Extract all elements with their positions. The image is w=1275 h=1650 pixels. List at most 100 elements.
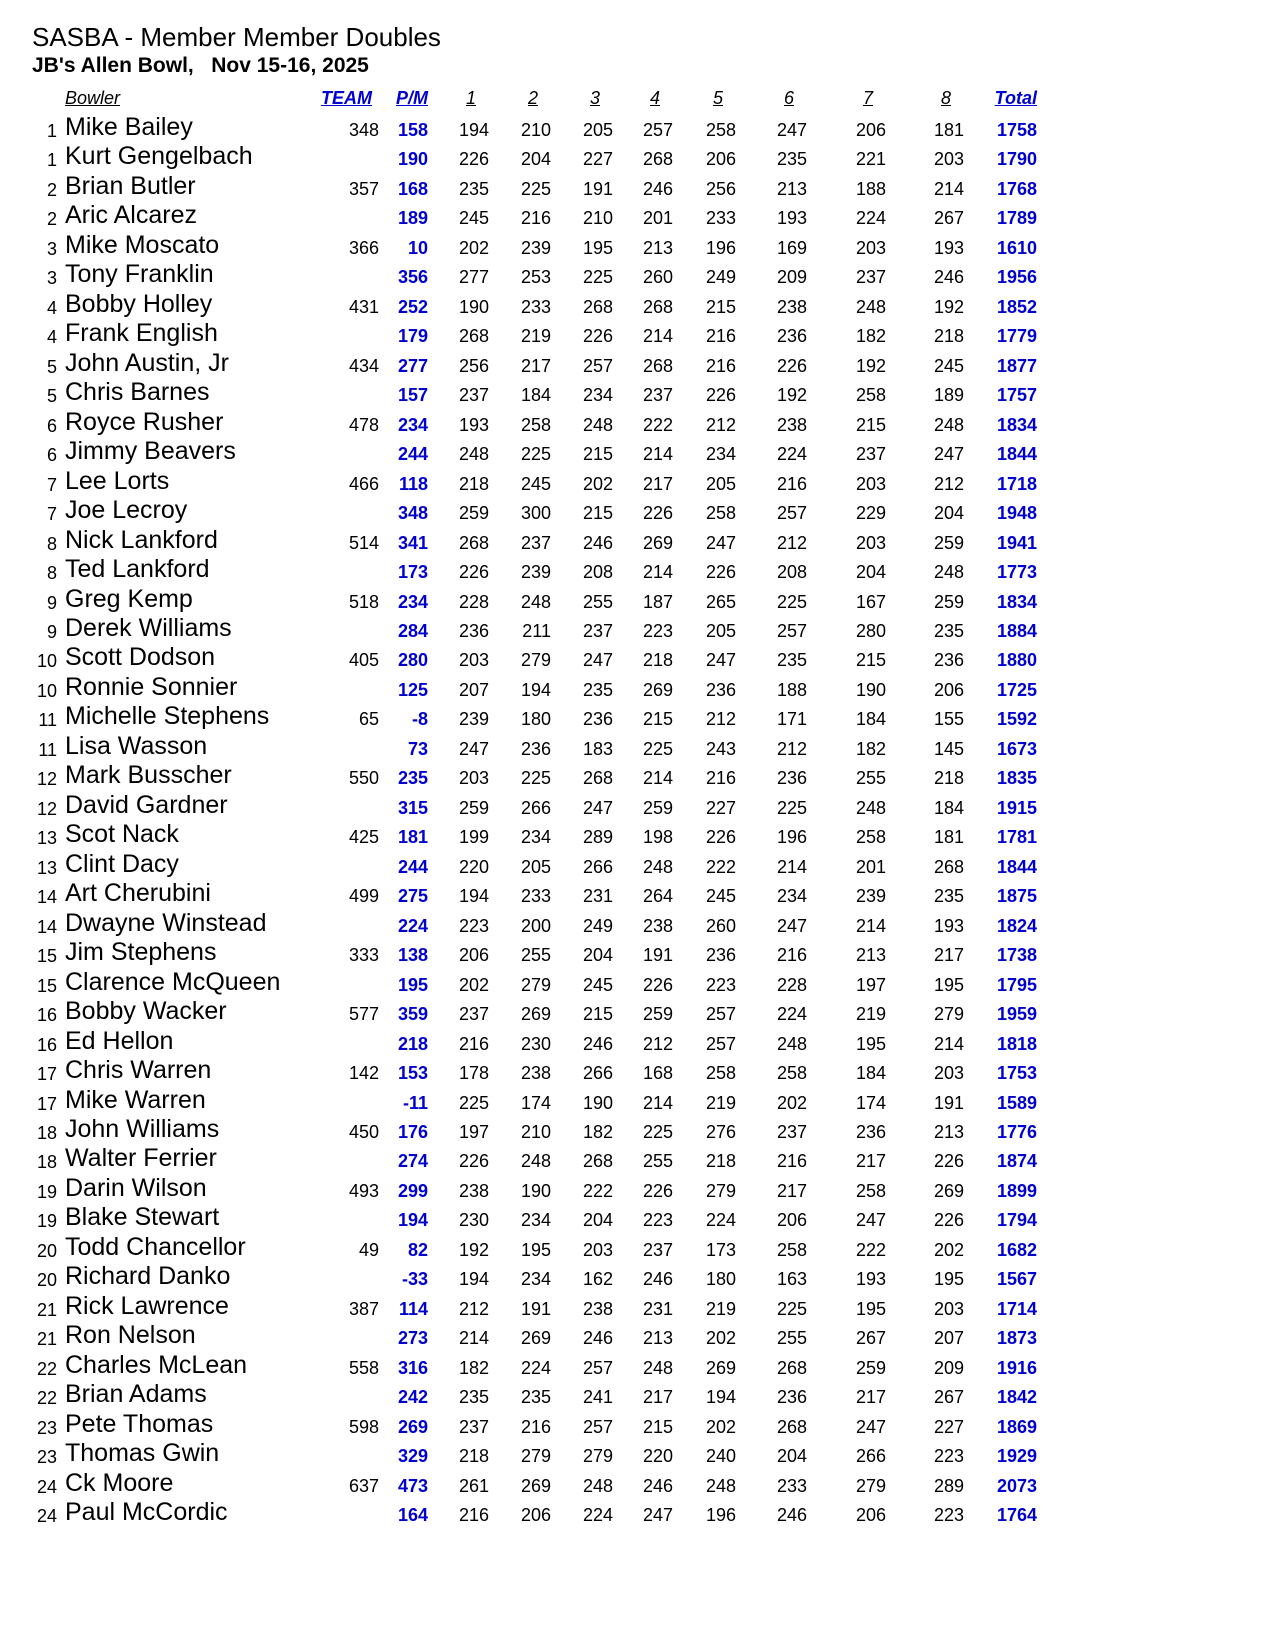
game-5-cell: 202 bbox=[705, 1328, 736, 1349]
total-cell: 1714 bbox=[996, 1298, 1037, 1319]
table-row: 17 Chris Warren 142 153 178 238 266 168 258 258 18… bbox=[0, 1056, 1100, 1085]
game-7-cell: 217 bbox=[855, 1387, 886, 1408]
bowler-name: Kurt Gengelbach bbox=[65, 142, 253, 171]
game-8-cell: 227 bbox=[933, 1416, 964, 1437]
table-row: 22 Brian Adams 242 235 235 241 217 194 236 217 267… bbox=[0, 1380, 1100, 1409]
game-4-cell: 218 bbox=[642, 650, 673, 671]
table-row: 10 Ronnie Sonnier 125 207 194 235 269 236 188 190… bbox=[0, 673, 1100, 702]
pm-cell: 73 bbox=[407, 738, 428, 759]
total-cell: 1673 bbox=[996, 738, 1037, 759]
team-cell: 434 bbox=[348, 355, 379, 376]
pm-cell: 274 bbox=[397, 1151, 428, 1172]
game-5-cell: 269 bbox=[705, 1357, 736, 1378]
table-row: 16 Bobby Wacker 577 359 237 269 215 259 257 224 21… bbox=[0, 997, 1100, 1026]
game-8-cell: 226 bbox=[933, 1151, 964, 1172]
bowler-name: Nick Lankford bbox=[65, 525, 218, 554]
game-7-cell: 255 bbox=[855, 768, 886, 789]
team-cell: 49 bbox=[358, 1239, 379, 1260]
table-row: 6 Royce Rusher 478 234 193 258 248 222 212 238 215… bbox=[0, 408, 1100, 437]
rank-cell: 21 bbox=[36, 1329, 57, 1350]
game-1-cell: 194 bbox=[458, 120, 489, 140]
table-row: 22 Charles McLean 558 316 182 224 257 248 269 268… bbox=[0, 1351, 1100, 1380]
game-7-cell: 248 bbox=[855, 797, 886, 818]
game-3-cell: 205 bbox=[582, 120, 613, 140]
team-cell: 499 bbox=[348, 886, 379, 907]
game-7-cell: 247 bbox=[855, 1416, 886, 1437]
game-4-cell: 247 bbox=[642, 1505, 673, 1526]
bowler-name: Todd Chancellor bbox=[65, 1232, 246, 1261]
game-5-cell: 243 bbox=[705, 738, 736, 759]
game-6-cell: 255 bbox=[776, 1328, 807, 1349]
game-3-cell: 248 bbox=[582, 1475, 613, 1496]
game-2-cell: 258 bbox=[520, 414, 551, 435]
total-cell: 1877 bbox=[996, 355, 1037, 376]
game-2-cell: 269 bbox=[520, 1328, 551, 1349]
game-4-cell: 217 bbox=[642, 1387, 673, 1408]
game-2-cell: 206 bbox=[520, 1505, 551, 1526]
game-5-cell: 194 bbox=[705, 1387, 736, 1408]
bowler-name: Tony Franklin bbox=[65, 260, 214, 289]
game-6-cell: 169 bbox=[776, 237, 807, 258]
game-2-cell: 234 bbox=[520, 1210, 551, 1231]
game-1-cell: 235 bbox=[458, 1387, 489, 1408]
game-5-cell: 258 bbox=[705, 120, 736, 140]
rank-cell: 16 bbox=[36, 1005, 57, 1026]
pm-cell: 234 bbox=[397, 591, 428, 612]
game-1-cell: 261 bbox=[458, 1475, 489, 1496]
bowler-name: Frank English bbox=[65, 319, 218, 348]
game-4-cell: 237 bbox=[642, 385, 673, 406]
game-2-cell: 269 bbox=[520, 1004, 551, 1025]
game-4-cell: 222 bbox=[642, 414, 673, 435]
team-cell: 514 bbox=[348, 532, 379, 553]
game-1-cell: 194 bbox=[458, 886, 489, 907]
pm-cell: 157 bbox=[397, 385, 428, 406]
table-row: 7 Joe Lecroy 348 259 300 215 226 258 257 229 204 19… bbox=[0, 496, 1100, 525]
game-4-cell: 220 bbox=[642, 1446, 673, 1467]
pm-cell: 138 bbox=[397, 945, 428, 966]
game-2-cell: 300 bbox=[520, 503, 551, 524]
total-cell: 1956 bbox=[996, 267, 1037, 288]
game-2-cell: 211 bbox=[522, 620, 551, 641]
table-row: 6 Jimmy Beavers 244 248 225 215 214 234 224 237 24… bbox=[0, 437, 1100, 466]
pm-cell: 356 bbox=[397, 267, 428, 288]
game-7-cell: 258 bbox=[855, 827, 886, 848]
game-7-cell: 279 bbox=[855, 1475, 886, 1496]
game-3-cell: 195 bbox=[582, 237, 613, 258]
game-4-cell: 223 bbox=[642, 620, 673, 641]
pm-cell: 195 bbox=[397, 974, 428, 995]
game-1-cell: 218 bbox=[458, 473, 489, 494]
game-6-cell: 238 bbox=[776, 296, 807, 317]
total-cell: 1781 bbox=[996, 827, 1037, 848]
header-game-7: 7 bbox=[862, 88, 873, 108]
header-game-3: 3 bbox=[589, 88, 600, 108]
game-6-cell: 208 bbox=[776, 562, 807, 583]
team-cell: 348 bbox=[348, 120, 379, 140]
game-3-cell: 224 bbox=[582, 1505, 613, 1526]
game-8-cell: 267 bbox=[933, 1387, 964, 1408]
game-3-cell: 257 bbox=[582, 1416, 613, 1437]
bowler-name: Ed Hellon bbox=[65, 1026, 174, 1055]
total-cell: 1948 bbox=[996, 503, 1037, 524]
game-6-cell: 226 bbox=[776, 355, 807, 376]
game-1-cell: 245 bbox=[458, 208, 489, 229]
header-game-2: 2 bbox=[527, 88, 538, 108]
game-6-cell: 257 bbox=[776, 503, 807, 524]
game-3-cell: 182 bbox=[582, 1121, 613, 1142]
team-cell: 550 bbox=[348, 768, 379, 789]
team-cell: 387 bbox=[348, 1298, 379, 1319]
table-row: 4 Frank English 179 268 219 226 214 216 236 182 21… bbox=[0, 319, 1100, 348]
rank-cell: 11 bbox=[38, 739, 57, 760]
header-game-6: 6 bbox=[783, 88, 794, 108]
game-3-cell: 215 bbox=[582, 1004, 613, 1025]
rank-cell: 12 bbox=[36, 769, 57, 790]
game-8-cell: 214 bbox=[933, 1033, 964, 1054]
bowler-name: Ron Nelson bbox=[65, 1321, 196, 1350]
table-row: 5 John Austin, Jr 434 277 256 217 257 268 216 226… bbox=[0, 349, 1100, 378]
game-1-cell: 190 bbox=[458, 296, 489, 317]
game-5-cell: 218 bbox=[705, 1151, 736, 1172]
game-4-cell: 259 bbox=[642, 797, 673, 818]
team-cell: 450 bbox=[348, 1121, 379, 1142]
game-5-cell: 205 bbox=[705, 620, 736, 641]
pm-cell: 299 bbox=[397, 1180, 428, 1201]
table-row: 5 Chris Barnes 157 237 184 234 237 226 192 258 189… bbox=[0, 378, 1100, 407]
